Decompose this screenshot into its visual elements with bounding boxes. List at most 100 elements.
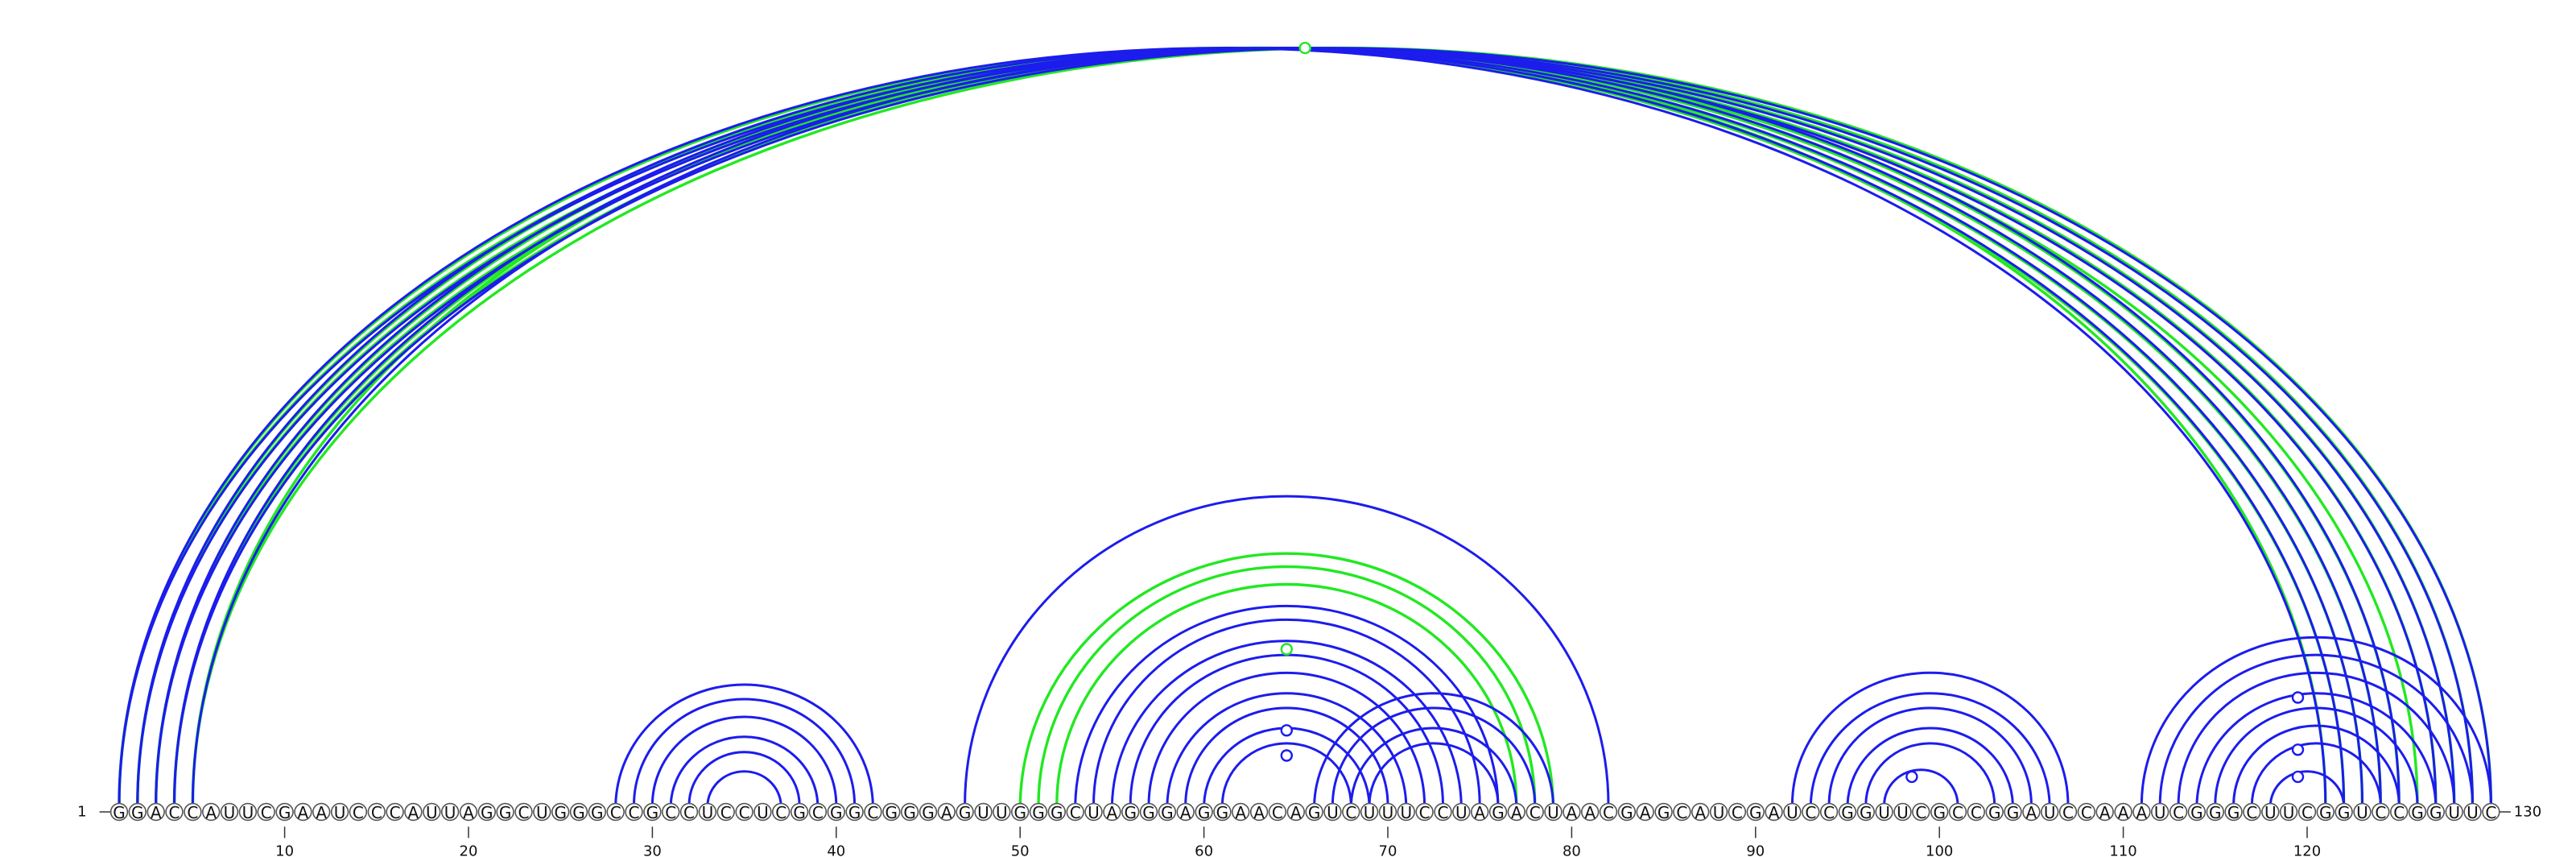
position-ticks: 10 20 30 40 50 60 70 80 90 100 110 120	[275, 826, 2321, 857]
nucleotide: U	[1452, 802, 1471, 822]
nucleotide-circle	[1286, 802, 1306, 822]
base-pair-arc	[2214, 706, 2419, 807]
nucleotide-letter: G	[1308, 803, 1321, 822]
alternative-pair-arc	[136, 46, 2438, 807]
nucleotide-circle	[1948, 802, 1967, 822]
nucleotide-circle	[312, 802, 331, 822]
nucleotide-circle	[1544, 802, 1563, 822]
base-pair-arc	[2140, 636, 2492, 807]
base-pair-arc	[687, 751, 801, 807]
nucleotide: G	[2316, 802, 2335, 822]
nucleotide-letter: C	[390, 803, 401, 822]
nucleotide: A	[1563, 802, 1581, 822]
nucleotide-circle	[937, 802, 956, 822]
nucleotide: C	[2243, 802, 2261, 822]
nucleotide: G	[1305, 802, 1323, 822]
nucleotide: G	[109, 802, 129, 822]
nucleotide: C	[1728, 802, 1747, 822]
nucleotide: C	[1802, 802, 1820, 822]
nucleotide-letter: G	[1988, 803, 2001, 822]
nucleotide: C	[1819, 802, 1839, 822]
nucleotide-letter: G	[131, 803, 144, 822]
base-pair-arc	[1220, 742, 1352, 807]
nucleotide-letter: G	[903, 803, 916, 822]
nucleotide: U	[330, 802, 349, 822]
nucleotide-letter: G	[646, 803, 659, 822]
nucleotide-circle	[220, 802, 239, 822]
nucleotide: U	[2041, 802, 2059, 822]
nucleotide: C	[661, 802, 680, 822]
nucleotide: C	[1525, 802, 1544, 822]
nucleotide-letter: C	[1676, 803, 1687, 822]
nucleotide-circle	[1010, 802, 1030, 822]
base-pair-arc	[173, 47, 2492, 807]
nucleotide-circle	[257, 802, 275, 822]
nucleotide: C	[716, 802, 735, 822]
nucleotide: C	[165, 802, 184, 822]
nucleotide: G	[1746, 802, 1765, 822]
nucleotide-circle	[716, 802, 735, 822]
nucleotide-circle	[2004, 802, 2022, 822]
nucleotide-circle	[1452, 802, 1471, 822]
nucleotide-circle	[459, 802, 478, 822]
tick-label: 110	[2109, 843, 2136, 857]
nucleotide: G	[1010, 802, 1030, 822]
alternative-pair-arc	[191, 46, 2493, 807]
nucleotide-letter: C	[1419, 803, 1430, 822]
nucleotide-letter: G	[2190, 803, 2203, 822]
base-pair-arc	[155, 47, 2474, 807]
pair-marker	[1280, 749, 1294, 762]
sequence-start-label: 1	[77, 804, 86, 821]
nucleotide: A	[2095, 802, 2114, 822]
base-pair-arc	[650, 715, 838, 807]
nucleotide-letter: G	[1142, 803, 1155, 822]
nucleotide-circle	[275, 802, 294, 822]
nucleotide-circle	[440, 802, 460, 822]
nucleotide-circle	[625, 802, 643, 822]
nucleotide: A	[1691, 802, 1710, 822]
alternative-pair-arc	[155, 46, 2382, 807]
nucleotide: U	[753, 802, 772, 822]
nucleotide-letter: A	[1640, 803, 1651, 822]
alternative-pair-arc	[1018, 552, 1555, 807]
base-pair-arc	[1110, 640, 1463, 807]
nucleotide-letter: C	[1438, 803, 1449, 822]
nucleotide: C	[2482, 802, 2500, 822]
nucleotide: G	[882, 802, 901, 822]
nucleotide-letter: C	[2393, 803, 2405, 822]
nucleotide-circle	[1709, 802, 1728, 822]
base-pair-arc	[1883, 768, 1959, 807]
base-pair-arcs	[118, 46, 2493, 807]
nucleotide-letter: A	[941, 803, 952, 822]
tick-label: 70	[1379, 843, 1397, 857]
nucleotide-circle	[661, 802, 680, 822]
nucleotide: U	[1397, 802, 1416, 822]
nucleotide-letter: A	[408, 803, 419, 822]
pair-marker	[2291, 770, 2305, 784]
nucleotide-letter: A	[2099, 803, 2111, 822]
nucleotide-circle	[2463, 802, 2482, 822]
nucleotide: G	[1158, 802, 1177, 822]
nucleotide: G	[1617, 802, 1637, 822]
nucleotide: A	[2114, 802, 2132, 822]
nucleotide-letter: A	[1769, 803, 1780, 822]
alternative-pair-arc	[155, 46, 2456, 807]
nucleotide-letter: G	[1860, 803, 1872, 822]
nucleotide: C	[2297, 802, 2317, 822]
nucleotide-letter: G	[2007, 803, 2020, 822]
nucleotide-letter: A	[1567, 803, 1578, 822]
nucleotide-letter: C	[1070, 803, 1081, 822]
nucleotide: C	[1673, 802, 1691, 822]
nucleotide-circle	[1636, 802, 1654, 822]
nucleotide: G	[1029, 802, 1048, 822]
nucleotide-letter: A	[1235, 803, 1246, 822]
nucleotide-letter: A	[1107, 803, 1118, 822]
nucleotide-circle	[1525, 802, 1544, 822]
nucleotide-letter: G	[481, 803, 493, 822]
pair-marker	[1280, 724, 1294, 737]
nucleotide-letter: C	[683, 803, 695, 822]
nucleotide-circle	[1654, 802, 1673, 822]
nucleotide-letter: U	[1897, 803, 1909, 822]
nucleotide-letter: G	[1051, 803, 1063, 822]
nucleotide-letter: U	[1547, 803, 1559, 822]
